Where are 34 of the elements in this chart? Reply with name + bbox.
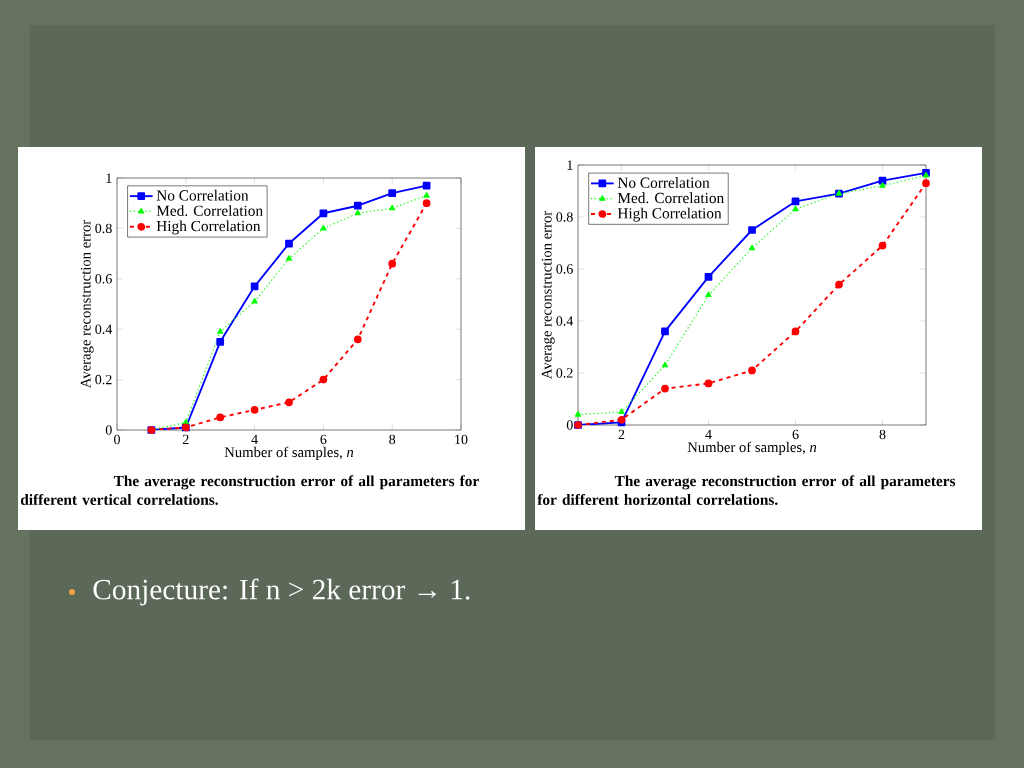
y-tick-label: 0.2	[95, 374, 112, 385]
legend-label: High Correlation	[156, 220, 261, 235]
x-tick-label: 4	[251, 434, 258, 444]
x-tick-label: 0	[114, 434, 120, 445]
legend-label: Med. Correlation	[617, 192, 724, 204]
x-tick-label: 8	[389, 434, 396, 445]
x-tick-label: 6	[320, 434, 327, 445]
text: Conjecture: If n > 2k error → 1.	[93, 578, 470, 606]
x-tick-label: 10	[455, 434, 468, 445]
legend-label: High Correlation	[617, 207, 722, 222]
x-axis-title: Number of samples, n	[687, 441, 817, 456]
x-axis-title: Number of samples, n	[224, 446, 354, 461]
y-tick-label: 1	[567, 160, 573, 170]
y-tick-label: 1	[106, 173, 112, 183]
text: The average reconstruction error of all parameters for different horizontal correlations.	[537, 475, 956, 505]
y-axis-title: Average reconstruction error	[541, 210, 555, 380]
legend-label: No Correlation	[156, 189, 249, 201]
legend-label: Med. Correlation	[156, 205, 263, 216]
y-tick-label: 0.8	[556, 212, 573, 222]
legend-label: No Correlation	[617, 177, 710, 188]
y-tick-label: 0.4	[95, 324, 113, 334]
y-tick-label: 0.8	[95, 223, 112, 234]
text: The average reconstruction error of all parameters for different vertical correlations.	[20, 475, 479, 505]
x-tick-label: 2	[182, 434, 189, 444]
x-tick-label: 6	[792, 429, 799, 440]
x-tick-label: 4	[705, 429, 712, 439]
x-tick-label: 8	[879, 429, 886, 440]
y-tick-label: 0	[566, 420, 573, 430]
y-axis-title: Average reconstruction error	[80, 219, 94, 389]
y-tick-label: 0.2	[556, 368, 573, 378]
y-tick-label: 0.4	[556, 316, 574, 326]
y-tick-label: 0.6	[556, 264, 573, 274]
y-tick-label: 0.6	[95, 274, 112, 284]
x-tick-label: 2	[618, 429, 625, 439]
